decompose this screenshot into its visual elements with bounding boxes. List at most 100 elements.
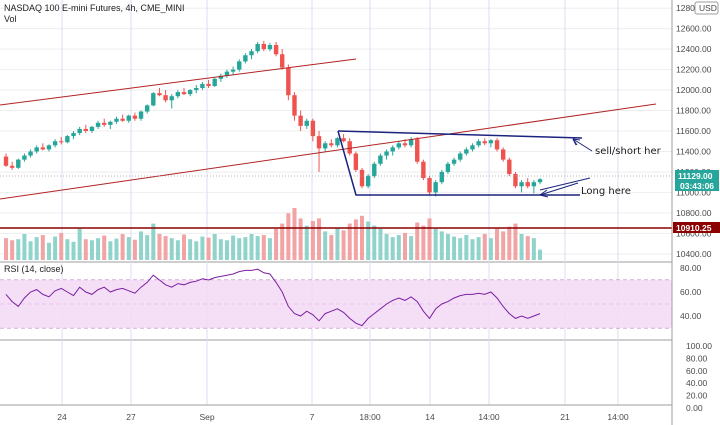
time-tick-label: 21 <box>560 412 570 422</box>
price-tick-label: 12600.00 <box>676 24 712 34</box>
candle-body <box>464 149 469 154</box>
time-tick-label: 18:00 <box>359 412 381 422</box>
candle-body <box>255 44 260 52</box>
volume-bar <box>427 218 432 260</box>
price-tick-label: 10600.00 <box>676 228 712 238</box>
volume-bar <box>433 228 438 260</box>
price-tick-label: 10400.00 <box>676 249 712 259</box>
price-tick-label: 12400.00 <box>676 44 712 54</box>
candle-body <box>378 155 383 164</box>
volume-bar <box>396 235 401 260</box>
candle-body <box>273 45 279 55</box>
volume-bar <box>464 235 469 260</box>
candle-body <box>531 182 537 187</box>
trendline-drawings[interactable] <box>0 58 672 229</box>
candle-body <box>52 141 58 146</box>
price-tick-label: 11000.00 <box>676 187 711 197</box>
volume-bar <box>476 237 481 260</box>
rsi-overbought-oversold-band <box>0 280 672 328</box>
volume-bar <box>96 238 101 260</box>
candle-body <box>525 182 530 187</box>
time-tick-label: 27 <box>126 412 136 422</box>
time-tick-label: 14 <box>425 412 435 422</box>
volume-bar <box>114 238 119 260</box>
candle-body <box>384 151 389 156</box>
volume-bar <box>188 239 193 260</box>
candle-body <box>206 83 211 86</box>
volume-bar <box>525 236 530 260</box>
candle-body <box>218 75 224 79</box>
price-axis[interactable] <box>672 0 720 425</box>
bar-countdown: 03:43:06 <box>680 181 714 191</box>
price-tick-label: 12000.00 <box>676 85 712 95</box>
candle-body <box>9 165 15 168</box>
volume-bar <box>488 238 493 260</box>
volume-bar <box>513 223 518 260</box>
price-tick-label: 11600.00 <box>676 126 711 136</box>
long-annotation: Long here <box>581 186 631 197</box>
volume-bar <box>452 236 457 260</box>
symbol-title: NASDAQ 100 E-mini Futures, 4h, CME_MINI <box>4 3 185 13</box>
price-tick-label: 11800.00 <box>676 106 711 116</box>
candle-body <box>16 159 21 168</box>
volume-bar <box>53 236 58 260</box>
long-arrow-head <box>539 189 548 196</box>
sell-arrow-head <box>572 138 581 141</box>
volume-bar <box>445 234 450 260</box>
level-price: 10910.25 <box>676 223 712 233</box>
volume-bar <box>224 240 229 260</box>
volume-bar <box>71 241 76 260</box>
volume-bar <box>231 235 236 260</box>
candle-body <box>249 51 254 56</box>
volume-bar <box>538 249 542 260</box>
volume-bar <box>458 238 463 260</box>
rsi-label: RSI (14, close) <box>4 264 64 274</box>
volume-bar <box>10 240 15 260</box>
volume-bar <box>341 230 346 260</box>
candle-body <box>224 71 230 76</box>
lower-pane-tick-label: 40.00 <box>686 378 708 388</box>
candle-body <box>286 67 291 96</box>
candle-body <box>488 140 494 144</box>
volume-bar <box>531 238 536 260</box>
time-axis-ticks: 24 27 Sep 7 18:00 14 14:00 21 14:00 <box>57 412 629 422</box>
volume-bar <box>169 238 174 260</box>
volume-bar <box>470 239 475 260</box>
volume-bar <box>65 239 70 260</box>
candle-body <box>390 147 395 152</box>
candle-body <box>365 176 371 187</box>
candle-body <box>433 182 438 193</box>
volume-bar <box>317 218 322 260</box>
lower-pane-tick-label: 60.00 <box>686 366 708 376</box>
candle-body <box>163 95 168 101</box>
last-price: 11129.00 <box>678 171 713 181</box>
candle-body <box>329 143 334 146</box>
volume-bars <box>4 208 542 260</box>
candle-body <box>3 156 9 166</box>
price-tick-label: 12800.00 <box>676 3 712 13</box>
candle-body <box>267 45 273 50</box>
volume-bar <box>255 236 260 260</box>
time-tick-label: 14:00 <box>478 412 500 422</box>
time-tick-label: 24 <box>57 412 67 422</box>
volume-bar <box>139 231 144 260</box>
volume-bar <box>353 219 358 260</box>
volume-bar <box>16 239 21 260</box>
candle-body <box>537 179 543 183</box>
volume-bar <box>402 232 407 260</box>
volume-label: Vol <box>4 14 17 24</box>
volume-bar <box>482 234 487 260</box>
volume-bar <box>286 213 291 260</box>
currency-badge[interactable] <box>694 1 719 15</box>
candle-body <box>347 141 352 154</box>
candle-body <box>28 151 33 156</box>
candle-body <box>396 143 402 148</box>
candle-body <box>359 169 365 187</box>
candle-body <box>322 143 328 149</box>
volume-bar <box>163 236 168 260</box>
candle-body <box>298 115 303 126</box>
volume-bar <box>237 238 242 260</box>
candlestick-series[interactable] <box>3 40 543 197</box>
candle-body <box>421 161 426 179</box>
